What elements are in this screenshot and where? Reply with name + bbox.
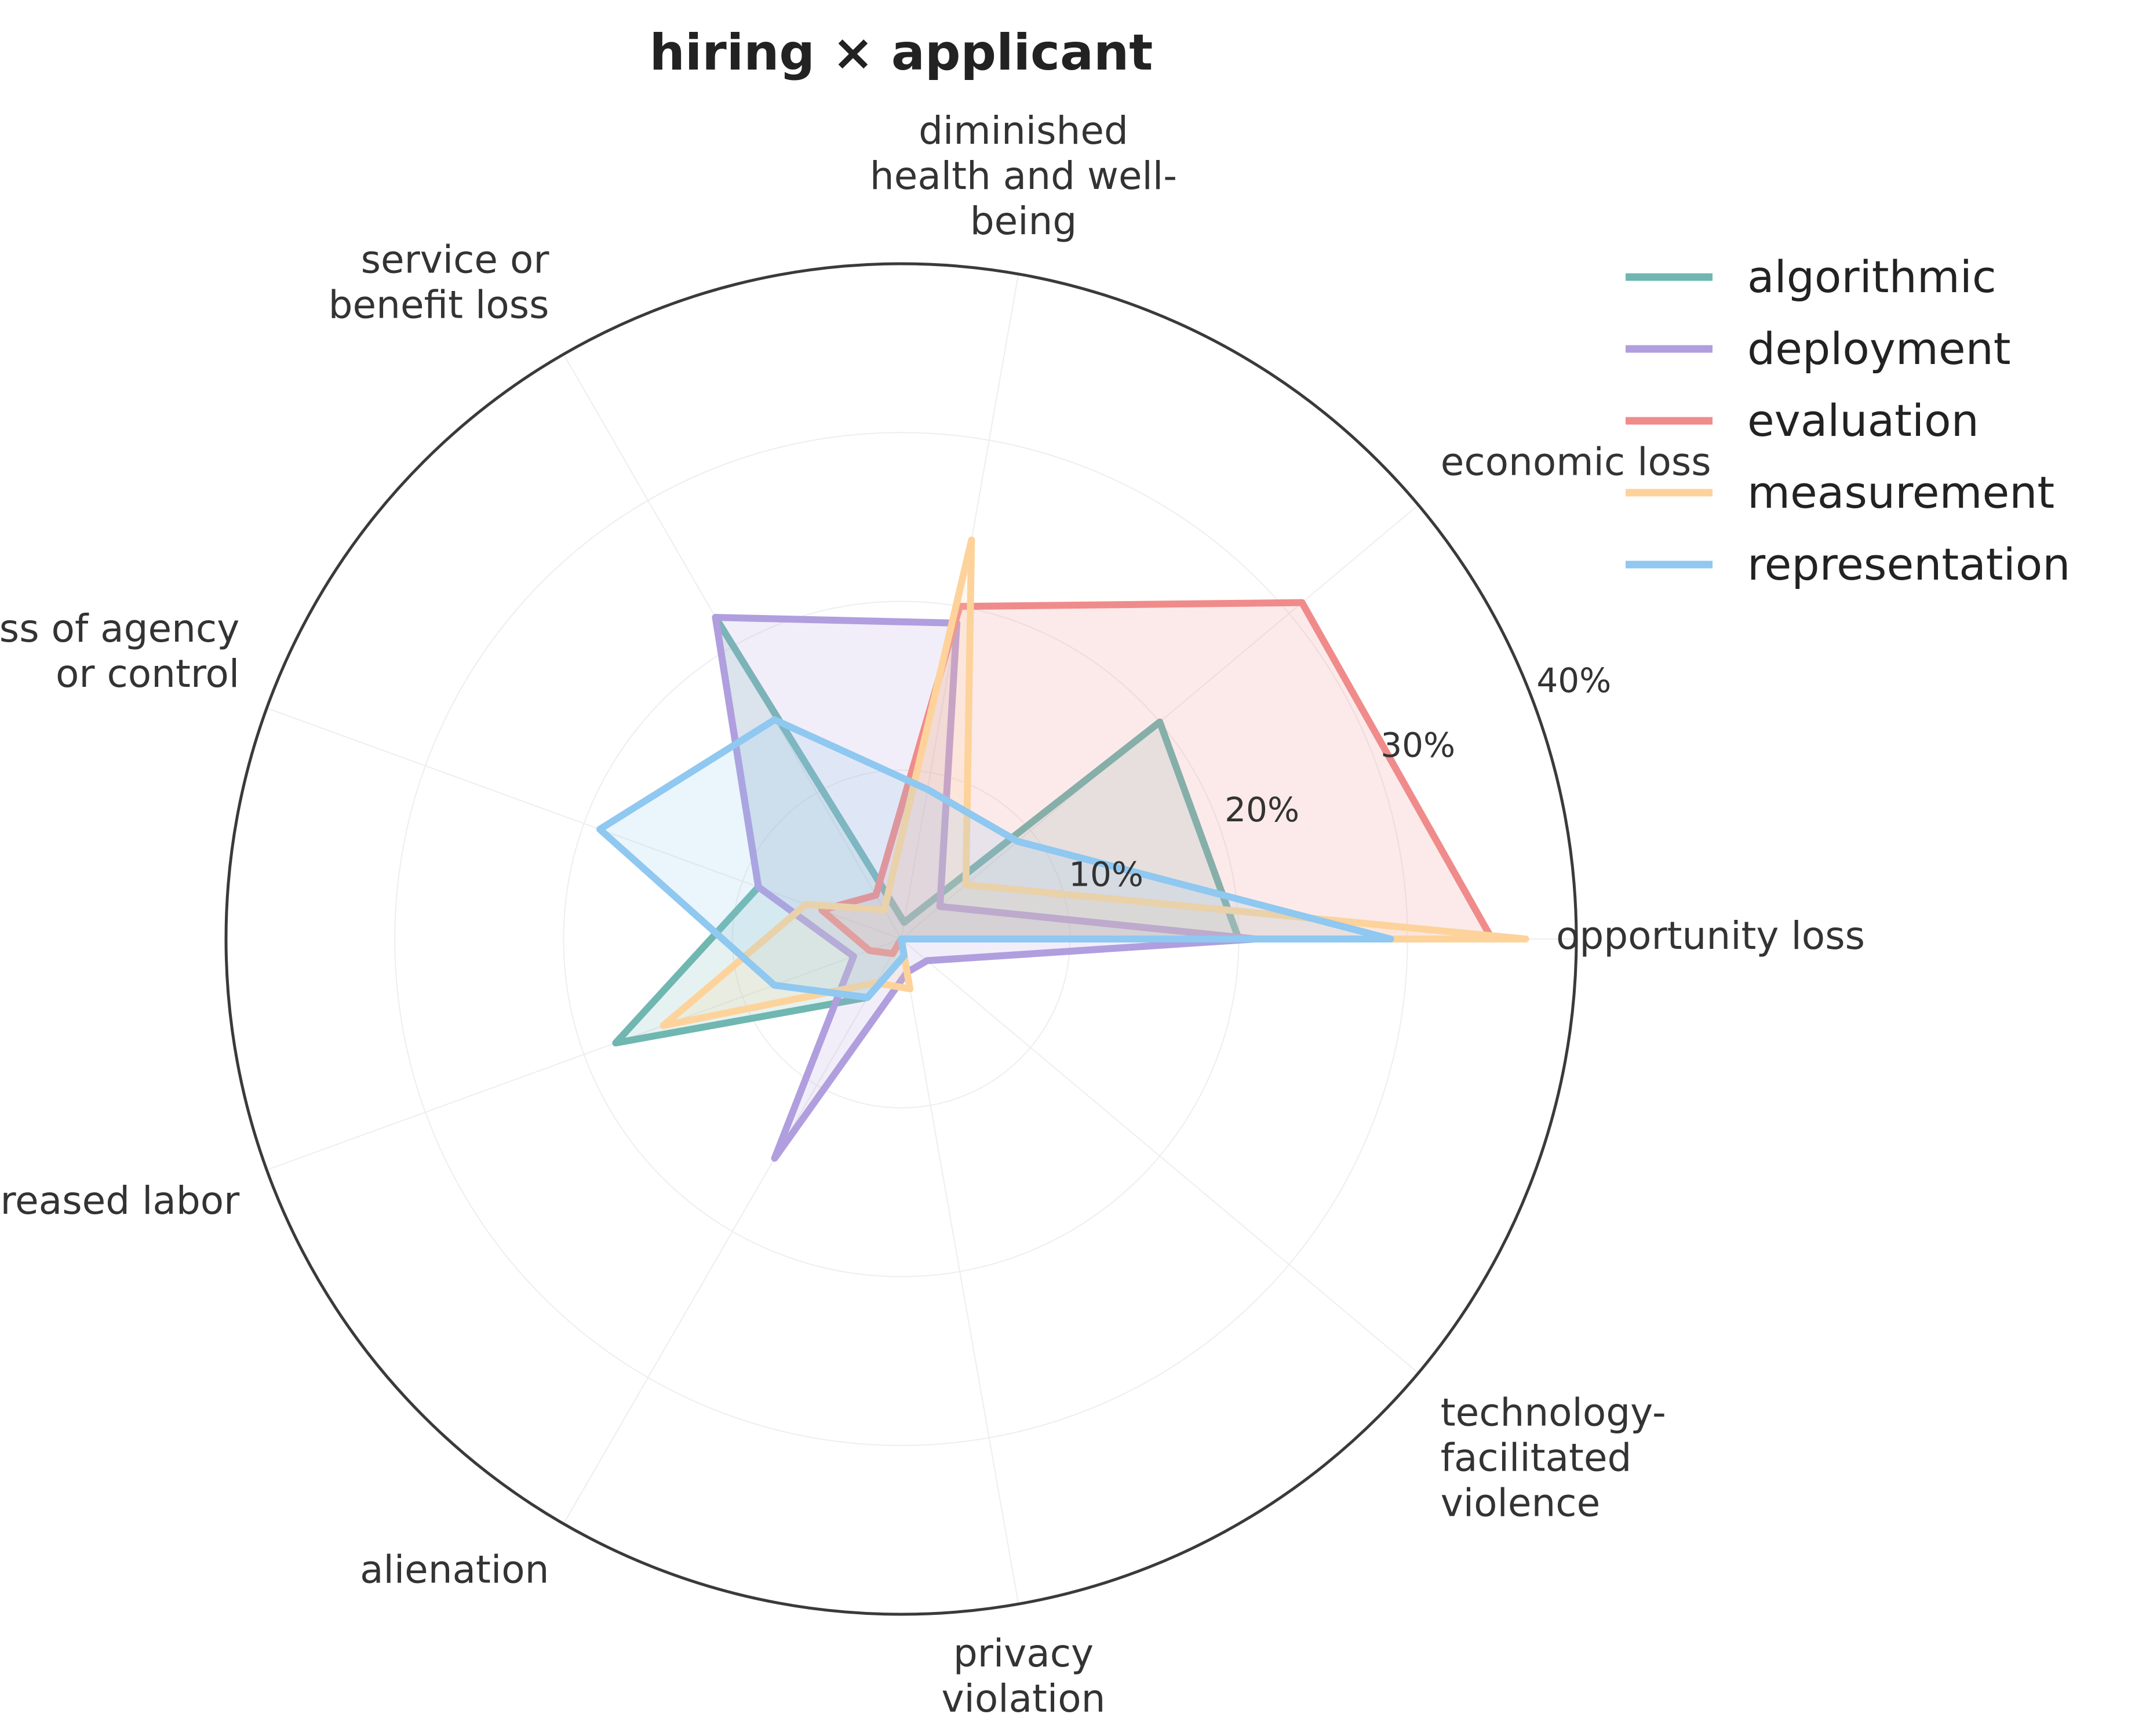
grid-spoke [266,707,902,940]
series-line-evaluation [818,599,1496,958]
series-fill-representation [600,719,1391,998]
axis-label-line: privacy [953,1631,1094,1676]
axis-label-line: economic loss [1441,440,1711,485]
axis-label: privacy violation [941,1631,1105,1721]
axis-label-line: facilitated [1441,1435,1632,1480]
axis-label-line: opportunity loss [1556,914,1865,958]
radial-tick-label: 30% [1380,726,1455,765]
radial-tick-label: 20% [1225,790,1299,829]
outer-frame [224,262,1578,1616]
legend-label-deployment: deployment [1747,323,2011,374]
grid-spoke [266,938,902,1171]
legend-label-evaluation: evaluation [1747,395,1979,446]
axis-label-line: being [970,199,1077,243]
axis-label: diminished health and well-being [870,108,1177,243]
radar-grid [224,262,1578,1616]
series-fill-measurement [663,540,1526,1026]
series-line-measurement [660,536,1529,1029]
series-line-representation [596,716,1394,1001]
axis-label-line: violation [941,1676,1105,1721]
series-fill-evaluation [822,602,1492,954]
radar-series [596,536,1529,1162]
legend-label-measurement: measurement [1747,467,2054,518]
axis-label: service or benefit loss [329,237,550,327]
grid-spoke [901,938,1419,1374]
legend-label-algorithmic: algorithmic [1747,251,1996,303]
radial-tick-label: 40% [1536,661,1611,700]
legend-label-representation: representation [1747,538,2070,590]
radial-ticks: 10% 20% 30% 40% [1069,661,1611,894]
axis-label-line: increased labor [0,1178,240,1223]
axis-label-line: or control [56,652,239,696]
axis-label-line: alienation [360,1548,549,1592]
axis-label: technology-facilitated violence [1441,1390,1666,1525]
chart-title: hiring × applicant [650,24,1153,82]
radial-tick-label: 10% [1069,855,1143,894]
axis-label-line: health and well- [870,154,1177,198]
axis-label-line: violence [1441,1480,1600,1525]
axis-label: opportunity loss [1556,914,1865,958]
axis-label-line: technology- [1441,1390,1666,1435]
grid-spoke [901,938,1019,1604]
axis-label: alienation [360,1548,549,1592]
axis-label-line: benefit loss [329,282,549,327]
axis-labels: opportunity loss economic loss diminished h… [0,108,1865,1721]
axis-label-line: service or [361,237,550,282]
grid-spoke [563,938,902,1524]
legend: algorithmic deployment evaluation measureme… [1626,251,2070,590]
axis-label: increased labor [0,1178,240,1223]
axis-label: economic loss [1441,440,1711,485]
axis-label-line: loss of agency [0,606,239,651]
series-line-deployment [712,614,1259,1162]
axis-label-line: diminished [919,108,1128,153]
